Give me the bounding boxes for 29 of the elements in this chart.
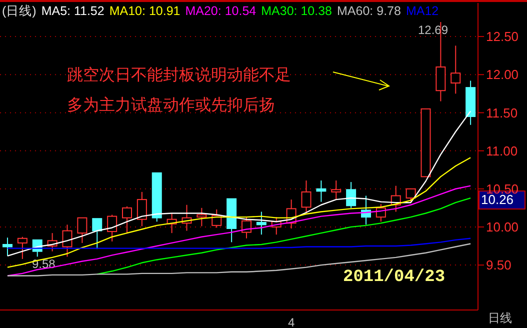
candlestick (62, 224, 72, 258)
candlestick (450, 45, 461, 94)
text: MA30: 10.38 (261, 4, 332, 18)
y-tick-label: 11.00 (486, 143, 518, 158)
annotation: 多为主力试盘动作或先抑后扬 (67, 96, 275, 114)
text: 日线 (488, 311, 512, 325)
annotation: 跳空次日不能封板说明动能不足 (67, 66, 291, 84)
candlestick (92, 218, 102, 250)
annotation: 2011/04/23 (343, 268, 446, 287)
candlestick (420, 108, 431, 178)
text: MA5: 11.52 (41, 4, 104, 18)
y-tick-label: 12.00 (486, 67, 519, 82)
line-series (6, 157, 472, 268)
y-tick-label: 9.50 (486, 258, 512, 273)
y-tick-label: 10.00 (486, 220, 519, 235)
candlestick (316, 180, 326, 202)
y-tick-label: 11.50 (486, 105, 518, 120)
chart-title: (日线) (2, 4, 36, 18)
y-tick-label: 12.50 (486, 29, 519, 44)
text: MA60: 9.78 (337, 4, 401, 18)
candlestick (2, 237, 12, 256)
candlestick (256, 211, 266, 236)
candlestick (226, 198, 237, 243)
candlestick (77, 217, 88, 244)
text: MA12 (406, 4, 439, 18)
text: MA10: 10.91 (109, 4, 180, 18)
candlestick (466, 80, 476, 126)
x-tick-label: 4 (288, 316, 295, 328)
text: MA20: 10.54 (185, 4, 256, 18)
